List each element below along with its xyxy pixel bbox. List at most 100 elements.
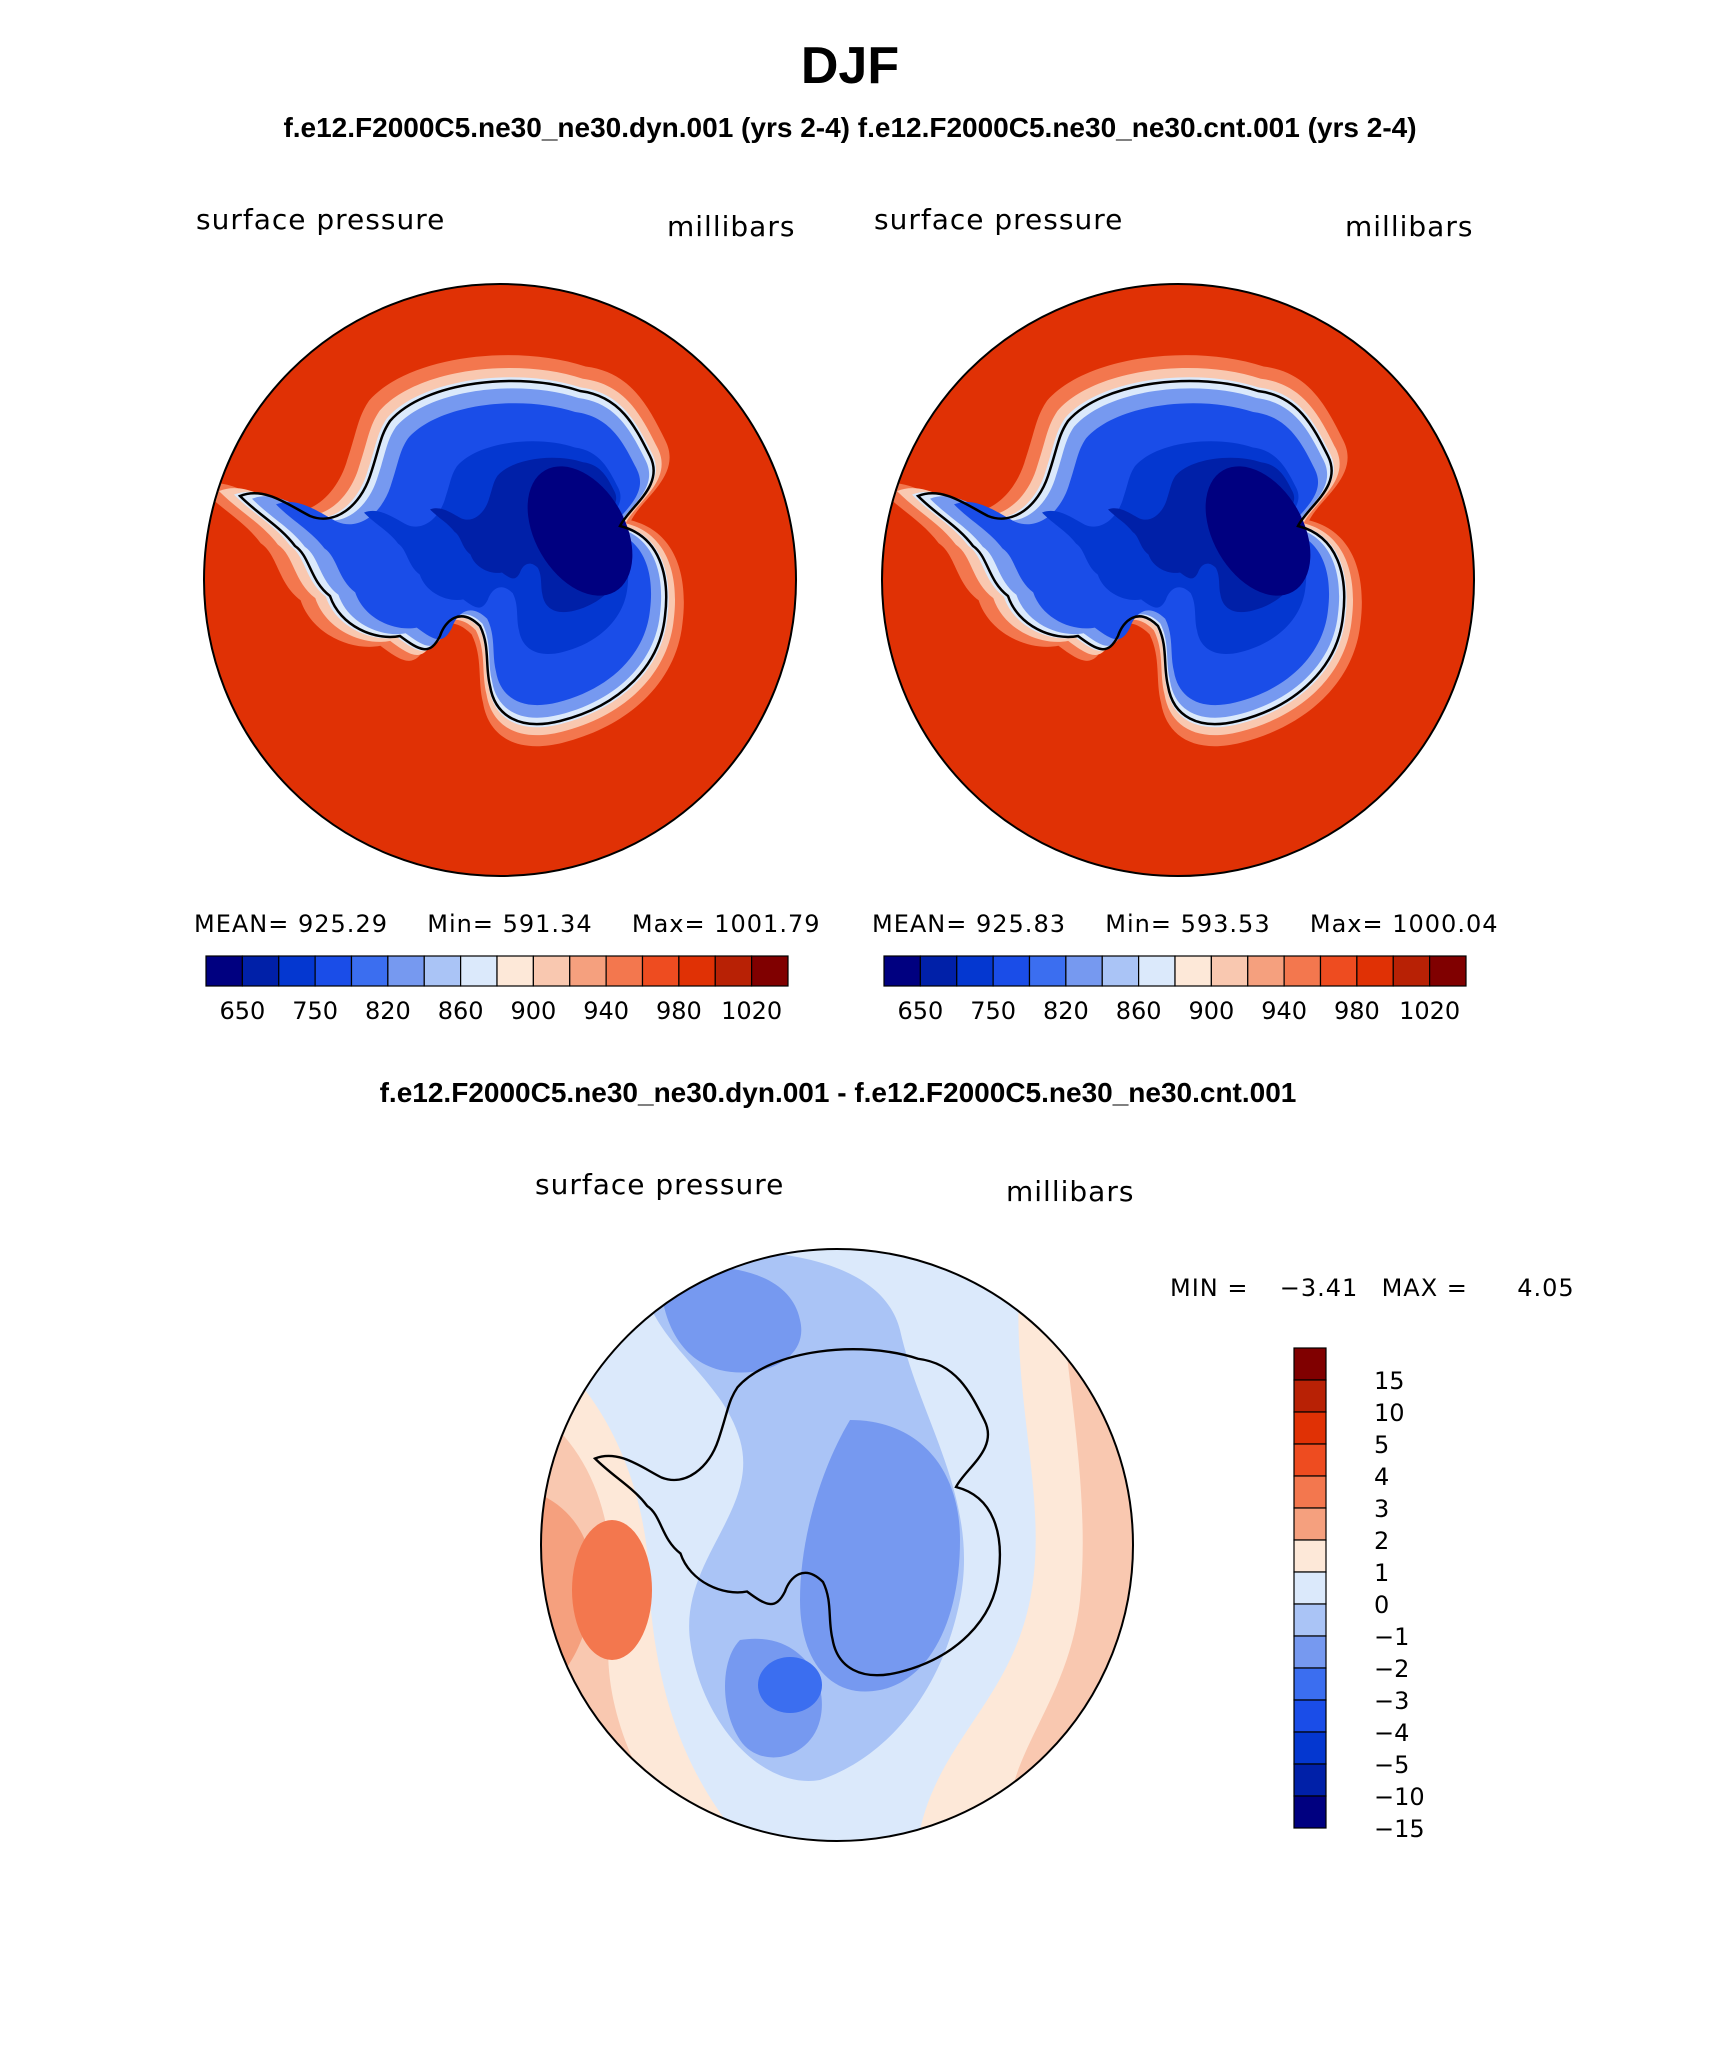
panel3-colorbar-tick-label: 3	[1374, 1495, 1389, 1523]
panel2-min-value: 593.53	[1180, 910, 1271, 938]
panel2-colorbar-box-13	[1356, 955, 1394, 987]
panel1-colorbar-tick-label: 820	[365, 997, 411, 1025]
panel1-colorbar-box-4	[350, 955, 389, 987]
panel3-colorbar-box-11	[1293, 1699, 1327, 1733]
panel2-stats: MEAN= 925.83 Min= 593.53 Max= 1000.04	[872, 910, 1499, 938]
panel3-colorbar-box-9	[1293, 1635, 1327, 1669]
panel3-colorbar-box-1	[1293, 1379, 1327, 1413]
panel2-colorbar-box-12	[1319, 955, 1358, 987]
panel3-units-label: millibars	[1006, 1175, 1135, 1208]
panel2-colorbar-box-15	[1429, 955, 1467, 987]
panel1-colorbar-box-5	[387, 955, 425, 987]
panel1-colorbar-box-12	[641, 955, 680, 987]
panel2-colorbar-box-14	[1392, 955, 1431, 987]
panel3-colorbar-box-10	[1293, 1667, 1327, 1701]
panel2-min-label: Min=	[1105, 910, 1172, 938]
panel1-colorbar-box-2	[278, 955, 316, 987]
panel3-colorbar-tick-label: 2	[1374, 1527, 1389, 1555]
panel3-map	[541, 1249, 1133, 1841]
panel2-colorbar-tick-label: 940	[1261, 997, 1307, 1025]
panel3-colorbar-tick-label: −10	[1374, 1783, 1425, 1811]
panel2-colorbar-box-6	[1101, 955, 1140, 987]
panel3-colorbar-tick-label: −4	[1374, 1719, 1409, 1747]
panel1-max-label: Max=	[631, 910, 706, 938]
panel1-colorbar-box-14	[714, 955, 753, 987]
panel2-mean-label: MEAN=	[872, 910, 968, 938]
panel1-colorbar-tick-label: 750	[292, 997, 338, 1025]
panel3-stats: MIN = −3.41 MAX = 4.05	[1170, 1274, 1575, 1302]
panel2-colorbar-tick-label: 900	[1188, 997, 1234, 1025]
panel3-colorbar-tick-label: 4	[1374, 1463, 1389, 1491]
panel1-mean-label: MEAN=	[194, 910, 290, 938]
panel3-map-border	[540, 1248, 1134, 1842]
panel2-colorbar-box-3	[992, 955, 1031, 987]
panel1-map	[204, 284, 796, 876]
panel1-colorbar-box-3	[314, 955, 353, 987]
panel1-colorbar-box-1	[241, 955, 280, 987]
panel1-colorbar-tick-label: 860	[438, 997, 484, 1025]
panel1-max-value: 1001.79	[714, 910, 821, 938]
panel2-colorbar-tick-label: 750	[970, 997, 1016, 1025]
panel3-variable-label: surface pressure	[535, 1168, 785, 1201]
panel3-colorbar-tick-label: −15	[1374, 1815, 1425, 1843]
panel1-stats: MEAN= 925.29 Min= 591.34 Max= 1001.79	[194, 910, 821, 938]
panel1-colorbar-box-15	[751, 955, 789, 987]
panel3-colorbar-tick-label: −1	[1374, 1623, 1409, 1651]
panel1-colorbar-box-8	[496, 955, 534, 987]
panel3-colorbar-box-14	[1293, 1795, 1327, 1829]
panel1-colorbar-box-10	[569, 955, 607, 987]
panel3-colorbar-tick-label: 10	[1374, 1399, 1405, 1427]
panel1-colorbar-box-13	[678, 955, 716, 987]
panel2-colorbar-box-2	[956, 955, 994, 987]
panel1-colorbar-box-6	[423, 955, 462, 987]
panel2-colorbar-tick-label: 1020	[1399, 997, 1460, 1025]
panel2-units-label: millibars	[1345, 210, 1474, 243]
panel2-map-border	[881, 283, 1475, 877]
panel2-colorbar-box-5	[1065, 955, 1103, 987]
panel2-colorbar-box-9	[1210, 955, 1249, 987]
panel1-colorbar-tick-label: 900	[510, 997, 556, 1025]
panel3-colorbar-tick-label: 0	[1374, 1591, 1389, 1619]
panel2-colorbar-tick-label: 980	[1334, 997, 1380, 1025]
diff-header: f.e12.F2000C5.ne30_ne30.dyn.001 - f.e12.…	[379, 1077, 1297, 1108]
panel2-colorbar-box-0	[883, 955, 921, 987]
panel3-min-value: −3.41	[1279, 1274, 1359, 1302]
panel1-mean-value: 925.29	[298, 910, 388, 938]
cases-header: f.e12.F2000C5.ne30_ne30.dyn.001 (yrs 2-4…	[283, 112, 1417, 143]
panel3-colorbar-box-2	[1293, 1411, 1327, 1445]
panel1-colorbar-box-0	[205, 955, 243, 987]
panel1-min-value: 591.34	[502, 910, 593, 938]
panel3-colorbar-tick-label: 1	[1374, 1559, 1389, 1587]
panel2-colorbar-box-7	[1138, 955, 1176, 987]
panel1-colorbar-box-7	[460, 955, 498, 987]
panel3-colorbar-box-3	[1293, 1443, 1327, 1477]
panel2-colorbar-box-4	[1028, 955, 1067, 987]
panel1-variable-label: surface pressure	[196, 203, 446, 236]
panel3-colorbar-tick-label: −5	[1374, 1751, 1409, 1779]
panel2-max-label: Max=	[1309, 910, 1384, 938]
panel3-max-value: 4.05	[1517, 1274, 1575, 1302]
panel1-units-label: millibars	[667, 210, 796, 243]
panel1-colorbar-tick-label: 1020	[721, 997, 782, 1025]
panel3-colorbar-box-12	[1293, 1731, 1327, 1765]
panel2-colorbar-tick-label: 820	[1043, 997, 1089, 1025]
panel1-colorbar-tick-label: 980	[656, 997, 702, 1025]
panel1-colorbar-box-9	[532, 955, 571, 987]
panel3-max-label: MAX =	[1381, 1274, 1468, 1302]
panel2-colorbar-box-11	[1283, 955, 1322, 987]
panel2-colorbar-tick-label: 650	[897, 997, 943, 1025]
panel3-colorbar-tick-label: 5	[1374, 1431, 1389, 1459]
panel2-colorbar-box-1	[919, 955, 958, 987]
panel3-colorbar-box-6	[1293, 1539, 1327, 1573]
panel2-max-value: 1000.04	[1392, 910, 1499, 938]
panel2-map	[882, 284, 1474, 876]
panel1-colorbar: 650 750 820 860 900 940 980 1020	[205, 955, 789, 1025]
panel2-colorbar-tick-label: 860	[1116, 997, 1162, 1025]
panel3-min-label: MIN =	[1170, 1274, 1249, 1302]
panel3-colorbar-box-5	[1293, 1507, 1327, 1541]
panel3-colorbar-box-7	[1293, 1571, 1327, 1605]
panel1-colorbar-box-11	[605, 955, 644, 987]
panel2-colorbar-box-8	[1174, 955, 1212, 987]
